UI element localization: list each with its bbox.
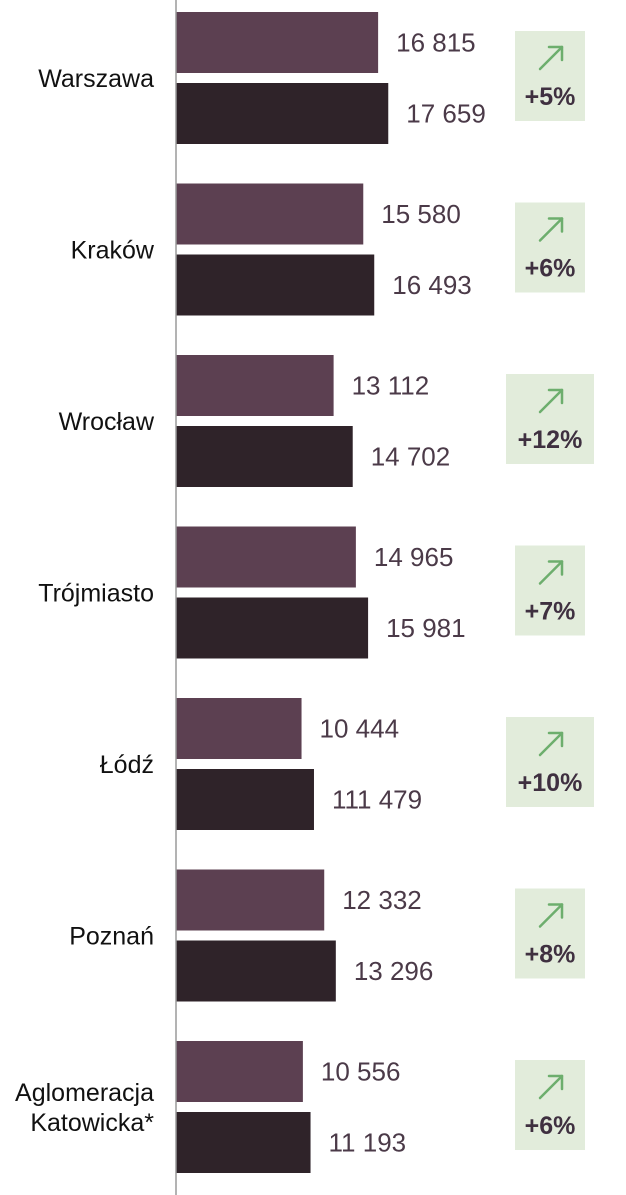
arrow-up-right-icon <box>538 45 564 71</box>
arrow-up-right-icon <box>547 217 564 233</box>
arrow-up-right-icon <box>547 560 564 576</box>
arrow-up-right-icon <box>538 560 564 585</box>
category-label: Poznań <box>69 923 154 951</box>
change-label: +7% <box>525 598 576 626</box>
arrow-up-right-icon <box>538 731 564 757</box>
value-label-previous: 15 580 <box>381 199 461 229</box>
arrow-up-right-icon <box>538 388 564 414</box>
arrow-up-right-icon <box>547 45 564 62</box>
value-label-current: 17 659 <box>406 99 486 129</box>
bar-current <box>176 426 353 487</box>
bar-previous <box>176 12 379 73</box>
value-label-previous: 10 444 <box>320 714 400 744</box>
category-label: Trójmiasto <box>38 580 154 608</box>
bar-previous <box>176 1041 303 1102</box>
category-label: Kraków <box>71 237 155 265</box>
arrow-up-right-icon <box>538 1074 564 1100</box>
arrow-up-right-icon <box>547 388 564 405</box>
change-label: +5% <box>525 83 576 111</box>
value-label-current: 15 981 <box>386 613 466 643</box>
change-label: +8% <box>525 941 576 969</box>
change-label: +6% <box>525 255 576 283</box>
arrow-up-right-icon <box>547 903 564 919</box>
category-label: Warszawa <box>38 65 154 93</box>
category-label: Wrocław <box>59 408 155 436</box>
category-label-line: Trójmiasto <box>38 580 154 608</box>
category-label-line: Poznań <box>69 923 154 951</box>
bar-previous <box>176 355 334 416</box>
value-label-previous: 13 112 <box>352 371 430 401</box>
category-label-line: Kraków <box>71 237 155 265</box>
value-label-current: 14 702 <box>371 442 451 472</box>
value-label-current: 11 193 <box>329 1128 407 1158</box>
category-label-line: Wrocław <box>59 408 155 436</box>
value-label-current: 111 479 <box>332 785 422 815</box>
value-label-current: 16 493 <box>392 270 472 300</box>
category-label-line: Warszawa <box>38 65 154 93</box>
change-label: +12% <box>518 426 583 454</box>
bar-current <box>176 254 375 316</box>
category-label: Aglomeracja Katowicka* <box>15 1079 154 1137</box>
bar-current <box>176 769 314 830</box>
category-label: Łódź <box>100 751 154 779</box>
change-label: +6% <box>525 1112 576 1140</box>
bar-previous <box>176 869 325 931</box>
arrow-up-right-icon <box>538 903 564 928</box>
value-label-previous: 14 965 <box>374 542 454 572</box>
bar-previous <box>176 183 364 245</box>
bar-current <box>176 597 369 659</box>
value-label-previous: 10 556 <box>321 1057 401 1087</box>
change-label: +10% <box>518 769 583 797</box>
arrow-up-right-icon <box>538 217 564 242</box>
value-label-current: 13 296 <box>354 956 434 986</box>
value-label-previous: 12 332 <box>342 885 422 915</box>
bar-previous <box>176 526 356 588</box>
bar-current <box>176 940 336 1002</box>
bar-current <box>176 1112 311 1173</box>
category-label-line: Katowicka* <box>30 1109 154 1137</box>
category-label-line: Łódź <box>100 751 154 779</box>
value-label-previous: 16 815 <box>396 28 476 58</box>
arrow-up-right-icon <box>547 731 564 748</box>
category-label-line: Aglomeracja <box>15 1079 154 1107</box>
bar-current <box>176 83 389 144</box>
arrow-up-right-icon <box>547 1074 564 1091</box>
bar-previous <box>176 698 302 759</box>
